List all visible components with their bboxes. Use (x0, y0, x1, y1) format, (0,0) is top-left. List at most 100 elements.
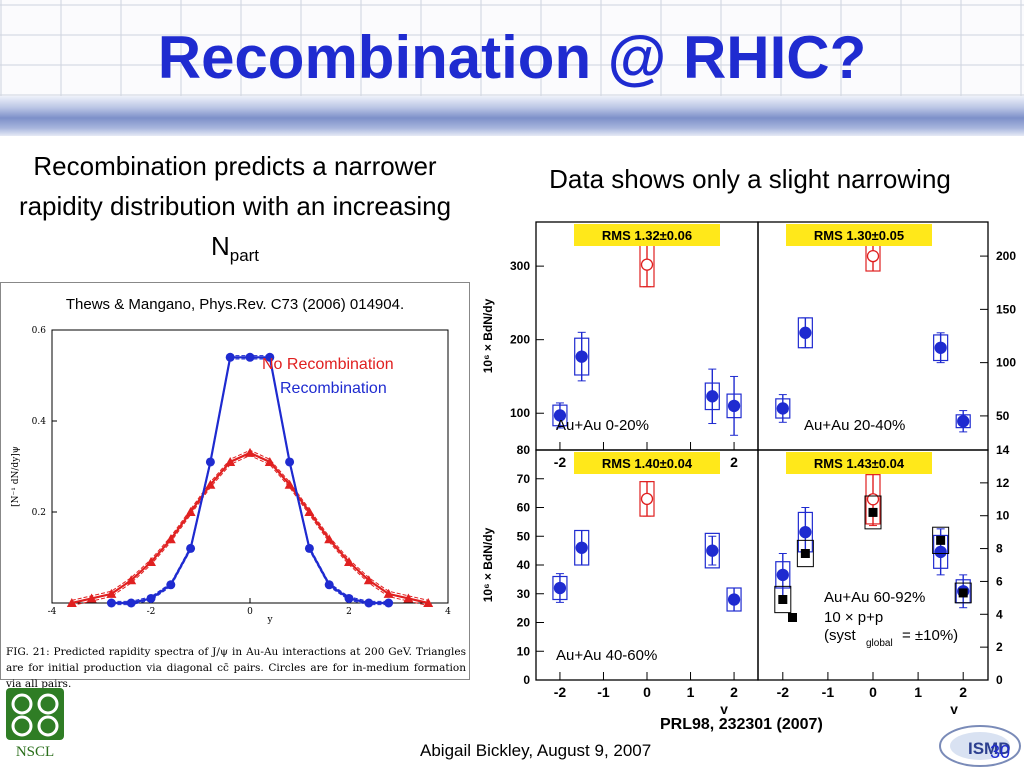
filled-circle-point (957, 415, 970, 428)
y-tick-label: 14 (996, 443, 1010, 457)
triangle-point (86, 593, 97, 603)
open-circle-point (640, 258, 654, 271)
pp-square-point (936, 535, 946, 545)
y-tick-label: 0.4 (32, 417, 47, 427)
y-axis-label: 10⁶ × BdN/dy (481, 527, 495, 602)
pp-legend-label: 10 × p+p (824, 609, 883, 626)
y-tick-label: 200 (996, 249, 1016, 263)
y-tick-label: 100 (510, 406, 530, 420)
right-text: Data shows only a slight narrowing (549, 164, 951, 194)
rms-label: RMS 1.40±0.04 (602, 456, 693, 471)
no-recombination-series-line (71, 451, 429, 605)
legend-no-recombination: No Recombination (262, 356, 394, 373)
ismd-logo: ISMD (939, 725, 1021, 767)
x-axis-label: y (266, 615, 273, 625)
nscl-logo (6, 688, 64, 740)
left-text: Recombination predicts a narrower rapidi… (8, 146, 462, 276)
y-tick-label: 60 (517, 501, 531, 515)
x-tick-label: -1 (822, 684, 835, 700)
footer: Abigail Bickley, August 9, 2007 (420, 741, 652, 760)
x-tick-label: -1 (597, 684, 610, 700)
y-tick-label: 6 (996, 574, 1003, 588)
y-tick-label: 0 (523, 673, 530, 687)
x-tick-label: 0 (643, 684, 651, 700)
figure-caption: FIG. 21: Predicted rapidity spectra of J… (6, 646, 466, 690)
rms-box (786, 452, 932, 474)
x-tick-label: -2 (777, 684, 790, 700)
y-tick-label: 50 (517, 529, 531, 543)
triangle-point (284, 479, 295, 489)
circle-point (106, 598, 116, 608)
triangle-point (185, 507, 196, 516)
pp-syst-value: = ±10%) (902, 627, 958, 644)
circle-point (364, 598, 374, 608)
circle-point (285, 457, 295, 467)
x-tick-label: 2 (346, 607, 352, 617)
pp-systematic-box (932, 526, 950, 555)
open-circle-point (866, 249, 880, 263)
y-axis-label: [N⁻¹ dN/dy]ψ (11, 446, 21, 507)
triangle-point (324, 534, 335, 544)
filled-circle-point (553, 409, 567, 422)
circle-point (186, 543, 196, 553)
x-tick-label: 2 (730, 684, 738, 700)
filled-circle-point (934, 341, 947, 354)
x-tick-label: -2 (554, 454, 567, 470)
triangle-point (245, 447, 255, 457)
panel-label: Au+Au 60-92% (824, 589, 925, 606)
pp-square-point (778, 595, 788, 604)
x-tick-label: -4 (48, 607, 57, 617)
reference: PRL98, 232301 (2007) (660, 716, 823, 733)
y-tick-label: 300 (510, 259, 530, 273)
y-tick-label: 0 (996, 673, 1003, 687)
filled-circle-point (799, 326, 812, 339)
circle-point (146, 593, 156, 603)
triangle-point (423, 598, 434, 607)
filled-circle-point (934, 545, 947, 559)
left-text-subscript: part (229, 246, 260, 265)
pp-syst-subscript: global (866, 638, 893, 649)
y-tick-label: 8 (996, 542, 1003, 556)
rms-label: RMS 1.43±0.04 (814, 456, 905, 471)
circle-point (265, 352, 275, 362)
panel-label: Au+Au 0-20% (556, 417, 649, 434)
x-tick-label: -2 (147, 607, 156, 617)
x-tick-label: 1 (914, 684, 922, 700)
filled-circle-point (575, 350, 588, 363)
nscl-label: NSCL (15, 744, 55, 760)
filled-circle-point (706, 544, 719, 557)
x-tick-label: 0 (869, 684, 877, 700)
ismd-label: ISMD (968, 739, 1011, 758)
pp-systematic-box (864, 495, 882, 530)
triangle-point (66, 598, 77, 607)
pp-systematic-box (774, 585, 792, 614)
panel-label: Au+Au 20-40% (804, 417, 905, 434)
pp-square-point (958, 588, 968, 598)
circle-point (166, 580, 176, 590)
filled-circle-point (727, 399, 741, 413)
y-tick-label: 80 (517, 443, 531, 457)
filled-circle-point (776, 568, 789, 582)
y-axis-label: 10⁶ × BdN/dy (481, 298, 495, 373)
theory-figure-panel (0, 282, 470, 680)
circle-point (126, 598, 136, 608)
triangle-point (264, 456, 275, 466)
x-tick-label: 2 (730, 454, 738, 470)
open-circle-point (866, 493, 880, 506)
y-tick-label: 40 (517, 558, 531, 572)
rms-box (574, 452, 720, 474)
filled-circle-point (799, 525, 812, 539)
y-tick-label: 70 (517, 472, 531, 486)
open-circle-point (640, 492, 654, 506)
triangle-point (126, 575, 137, 585)
triangle-point (344, 557, 354, 567)
circle-point (205, 457, 215, 467)
circle-point (344, 593, 354, 603)
y-tick-label: 150 (996, 302, 1016, 316)
theory-chart: -4 -2 0 2 4 0.2 0.4 0.6 y [N⁻¹ dN/dy]ψ (11, 326, 451, 625)
y-tick-label: 20 (517, 616, 531, 630)
legend-recombination: Recombination (280, 380, 387, 397)
x-tick-label: 2 (959, 684, 967, 700)
triangle-point (403, 593, 414, 603)
